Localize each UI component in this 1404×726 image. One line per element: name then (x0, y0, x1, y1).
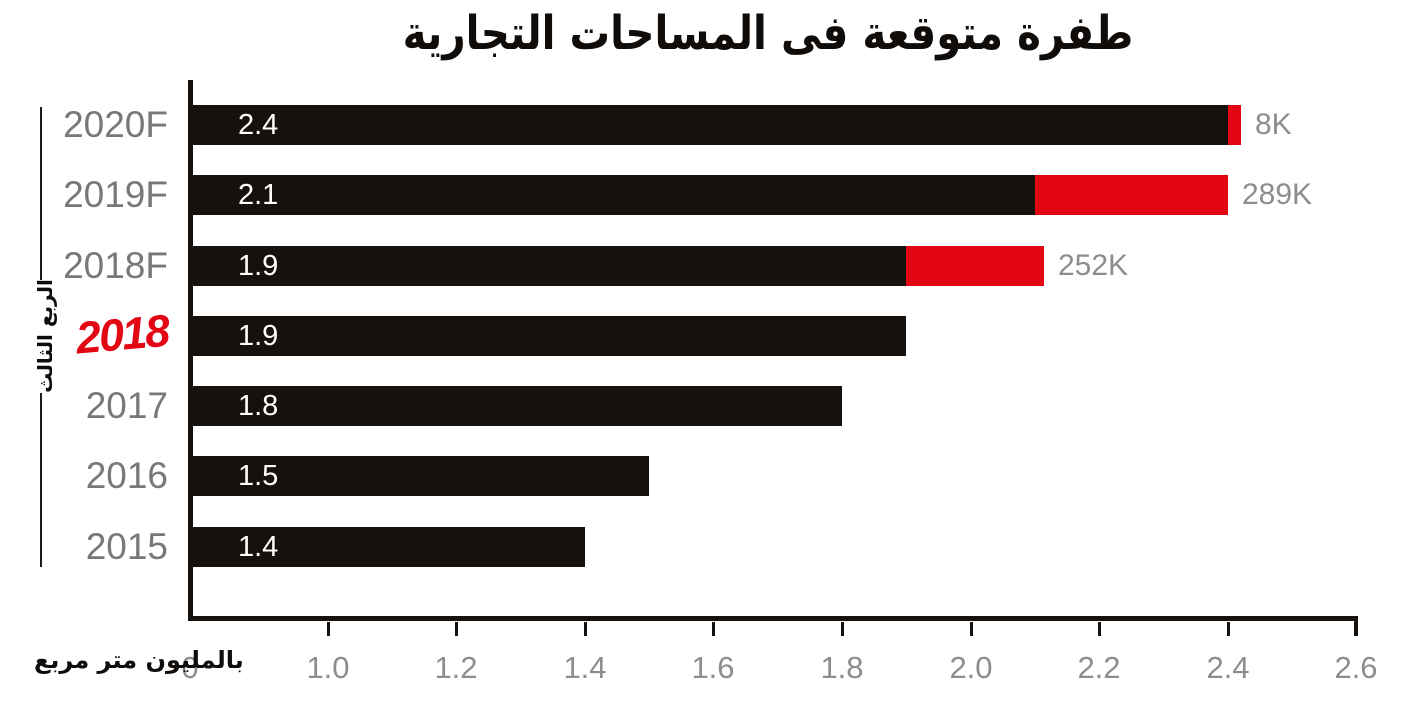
bar-black-segment (190, 315, 906, 356)
x-tick-mark (584, 622, 587, 636)
year-label: 2018F (63, 244, 168, 286)
year-label: 2020F (63, 104, 168, 145)
bar-value-label: 1.8 (238, 390, 279, 423)
bar-extension-label: 289K (1242, 178, 1313, 212)
x-tick-mark (1098, 622, 1101, 636)
year-label: 2015 (85, 525, 168, 567)
bar-row-2017: 2017 1.8 (0, 385, 1404, 427)
bar-track: 1.9 252K (190, 245, 1404, 286)
x-tick-label: 1.0 (306, 650, 350, 685)
bar-red-segment (1035, 175, 1228, 216)
x-tick-label: 2.0 (949, 650, 993, 685)
bar-black-segment (190, 526, 585, 567)
bar-track: 2.1 289K (190, 175, 1404, 216)
bar-black-segment (190, 456, 649, 497)
x-tick-mark (327, 622, 330, 636)
year-label: 2016 (85, 455, 168, 497)
bar-extension-label: 252K (1058, 248, 1129, 282)
bar-track: 1.9 (190, 315, 1404, 356)
x-tick-label: 2.4 (1206, 650, 1250, 685)
forecast-bracket-line-upper (40, 107, 42, 280)
bar-row-2015: 2015 1.4 (0, 525, 1404, 567)
bar-black-segment (190, 245, 906, 286)
bar-rows: 2020F 2.4 8K 2019F 2.1 289K 2018F 1.9 (0, 105, 1404, 597)
x-tick-label: 2.2 (1077, 650, 1121, 685)
bar-black-segment (190, 175, 1035, 216)
bar-track: 1.8 (190, 386, 1404, 427)
x-tick-mark (1355, 622, 1358, 636)
bar-value-label: 1.9 (238, 319, 279, 352)
bar-value-label: 1.5 (238, 460, 279, 493)
bar-red-segment (1228, 105, 1241, 145)
x-tick-label: 1.6 (691, 650, 735, 685)
bar-black-segment (190, 105, 1228, 145)
bar-black-segment (190, 386, 842, 427)
bar-row-2018f: 2018F 1.9 252K (0, 244, 1404, 286)
bar-value-label: 1.9 (238, 249, 279, 282)
x-tick-mark (712, 622, 715, 636)
x-tick-mark (1227, 622, 1230, 636)
bar-row-2018-highlight: 2018 1.9 (0, 305, 1404, 363)
bar-track: 1.4 (190, 526, 1404, 567)
x-tick-label: 1.4 (563, 650, 607, 685)
bar-track: 1.5 (190, 456, 1404, 497)
x-tick-label: 1.2 (434, 650, 478, 685)
x-tick-mark (455, 622, 458, 636)
bar-value-label: 2.4 (238, 109, 279, 141)
x-tick-mark (841, 622, 844, 636)
x-tick-label: 0 (181, 650, 199, 685)
year-label-2018-highlighted: 2018 (73, 304, 171, 364)
bar-track: 2.4 8K (190, 105, 1404, 145)
x-axis-ticks: 0 1.0 1.2 1.4 1.6 1.8 2.0 2.2 2.4 2.6 (181, 618, 1404, 698)
bar-row-2019f: 2019F 2.1 289K (0, 174, 1404, 216)
bar-row-2020f: 2020F 2.4 8K (0, 105, 1404, 145)
x-tick-label: 1.8 (820, 650, 864, 685)
x-tick-mark (970, 622, 973, 636)
bar-red-segment (906, 245, 1044, 286)
chart-title: طفرة متوقعة فى المساحات التجارية (402, 6, 1135, 61)
bar-value-label: 2.1 (238, 179, 279, 212)
x-tick-label: 2.6 (1334, 650, 1378, 685)
unit-label: بالمليون متر مربع (34, 646, 244, 674)
bar-extension-label: 8K (1255, 108, 1292, 141)
bar-row-2016: 2016 1.5 (0, 455, 1404, 497)
year-label: 2017 (85, 385, 168, 427)
year-label: 2019F (63, 174, 168, 216)
bar-value-label: 1.4 (238, 530, 279, 563)
history-bracket-line-lower (40, 393, 42, 567)
x-axis-line (188, 616, 1358, 621)
